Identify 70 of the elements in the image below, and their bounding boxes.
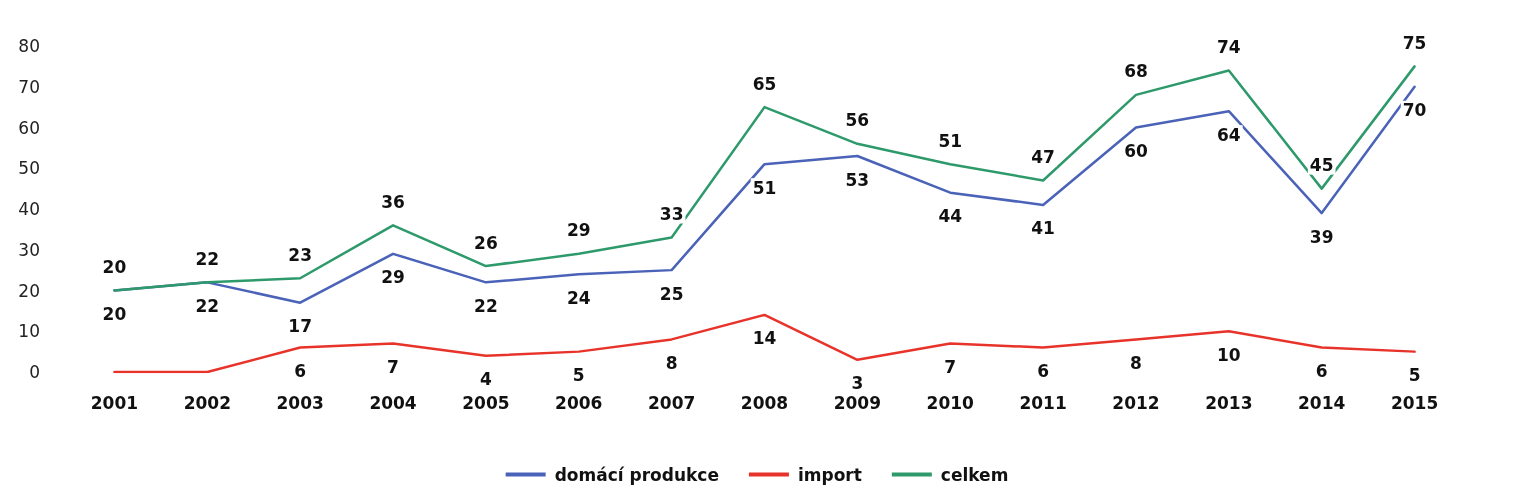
y-tick-label: 30 xyxy=(18,239,40,260)
data-label: 14 xyxy=(752,328,777,349)
data-label: 20 xyxy=(102,304,127,324)
y-tick-label: 50 xyxy=(18,158,40,179)
y-tick-label: 20 xyxy=(18,280,40,301)
data-label: 17 xyxy=(288,316,312,337)
y-tick-label: 60 xyxy=(18,117,40,138)
x-tick-label: 2003 xyxy=(276,392,324,413)
data-label: 8 xyxy=(665,352,678,373)
data-label: 7 xyxy=(387,356,399,377)
data-label: 44 xyxy=(938,206,963,227)
data-label: 5 xyxy=(1408,365,1421,386)
x-tick-label: 2007 xyxy=(647,392,696,413)
data-label: 10 xyxy=(1217,344,1241,365)
legend-label: import xyxy=(797,464,862,485)
data-label: 8 xyxy=(1130,352,1142,373)
data-label: 4 xyxy=(479,369,492,390)
data-label: 75 xyxy=(1402,32,1427,53)
data-label: 47 xyxy=(1031,146,1055,167)
data-label: 7 xyxy=(944,356,957,377)
data-label: 6 xyxy=(294,361,307,382)
data-label: 56 xyxy=(845,110,870,131)
data-label: 36 xyxy=(381,191,405,212)
data-label: 3 xyxy=(851,373,864,394)
x-tick-label: 2015 xyxy=(1390,392,1439,413)
data-label: 29 xyxy=(381,267,405,288)
x-tick-label: 2011 xyxy=(1019,392,1067,413)
data-label: 5 xyxy=(572,365,585,386)
data-label: 74 xyxy=(1217,36,1241,57)
data-label: 23 xyxy=(288,244,312,265)
x-tick-label: 2013 xyxy=(1205,392,1253,413)
data-label: 51 xyxy=(938,130,963,151)
data-label: 60 xyxy=(1124,141,1148,161)
y-tick-label: 10 xyxy=(18,321,40,342)
y-tick-label: 70 xyxy=(18,76,40,97)
data-label: 53 xyxy=(845,169,870,190)
data-label: 41 xyxy=(1031,218,1055,239)
x-tick-label: 2014 xyxy=(1298,392,1346,413)
x-tick-label: 2002 xyxy=(183,392,231,413)
x-tick-label: 2006 xyxy=(555,392,603,413)
data-label: 65 xyxy=(752,73,777,94)
data-label: 6 xyxy=(1037,361,1050,382)
data-label: 68 xyxy=(1124,61,1148,82)
data-label: 6 xyxy=(1315,361,1328,382)
x-tick-label: 2012 xyxy=(1112,392,1160,413)
data-label: 33 xyxy=(659,204,684,225)
x-tick-label: 2009 xyxy=(833,392,882,413)
data-label: 45 xyxy=(1309,155,1334,176)
data-label: 22 xyxy=(195,248,220,269)
y-tick-label: 80 xyxy=(18,36,40,56)
data-label: 64 xyxy=(1217,124,1241,145)
data-label: 51 xyxy=(752,177,777,198)
data-label: 29 xyxy=(566,220,591,241)
x-tick-label: 2008 xyxy=(740,392,789,413)
data-label: 39 xyxy=(1309,226,1334,247)
data-label: 24 xyxy=(566,287,591,308)
x-tick-label: 2010 xyxy=(926,392,975,413)
data-label: 25 xyxy=(659,283,684,304)
data-label: 20 xyxy=(102,257,127,277)
data-label: 70 xyxy=(1402,100,1427,121)
y-tick-label: 40 xyxy=(18,199,40,219)
data-label: 22 xyxy=(474,295,498,316)
data-label: 26 xyxy=(474,232,498,253)
x-tick-label: 2004 xyxy=(369,392,417,413)
data-label: 22 xyxy=(195,295,220,316)
legend-label: celkem xyxy=(940,464,1009,485)
legend-label: domácí produkce xyxy=(554,464,719,485)
x-tick-label: 2001 xyxy=(90,392,139,413)
y-tick-label: 0 xyxy=(29,362,40,382)
x-tick-label: 2005 xyxy=(462,392,510,413)
